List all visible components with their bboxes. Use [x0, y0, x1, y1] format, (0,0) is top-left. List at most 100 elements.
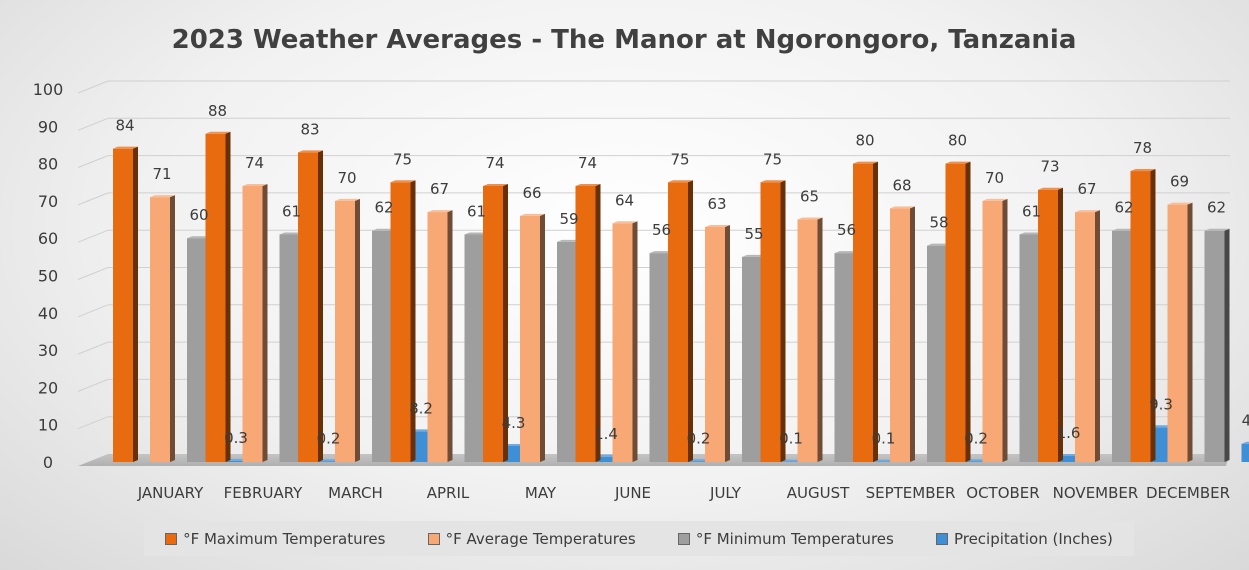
bar-side [262, 183, 268, 463]
gridline-diag [77, 229, 109, 243]
bar-front [668, 182, 688, 462]
y-tick-label: 40 [38, 304, 58, 323]
bar-front [224, 460, 244, 462]
bar-top [1130, 169, 1156, 172]
bar-front [686, 461, 707, 462]
data-label: 80 [948, 132, 967, 150]
data-label: 75 [763, 150, 782, 168]
bar-front [1112, 230, 1132, 462]
gridline-diag [77, 304, 109, 318]
bar-front [298, 152, 318, 462]
bar [1038, 187, 1063, 462]
legend-swatch [165, 532, 178, 545]
data-label: 67 [430, 180, 449, 198]
legend-item: °F Minimum Temperatures [677, 529, 894, 548]
y-tick-label: 20 [38, 378, 58, 397]
bar-top [760, 180, 786, 183]
legend-label: °F Minimum Temperatures [695, 529, 894, 548]
data-label: 69 [1170, 173, 1189, 191]
bar-top [575, 183, 601, 186]
bar-side [540, 213, 545, 462]
bar-front [834, 253, 855, 462]
labels-layer: 0 10 20 30 40 50 60 70 80 90 100 84 71 60 0.3 JANUARY 88… [33, 80, 1249, 502]
data-label: 63 [707, 195, 726, 213]
bar-front [372, 230, 392, 462]
gridline-diag [77, 341, 109, 355]
x-category-label: FEBRUARY [224, 484, 304, 502]
bar-side [447, 210, 453, 462]
y-tick-label: 50 [38, 267, 58, 286]
data-label: 4.3 [502, 414, 526, 432]
bars-layer [113, 131, 1249, 463]
bar-side [780, 180, 786, 462]
bar [890, 206, 915, 462]
bar-top [945, 161, 971, 164]
gridline-diag [77, 117, 109, 131]
bar-top [427, 210, 453, 213]
y-tick-label: 100 [33, 80, 64, 99]
legend-label: °F Average Temperatures [445, 529, 636, 548]
y-tick-label: 60 [38, 229, 58, 248]
data-label: 65 [800, 188, 819, 206]
x-category-label: MAY [525, 484, 557, 502]
bar-front [242, 185, 263, 463]
bar-top [705, 225, 730, 228]
bar-front [113, 148, 133, 462]
bar-front [557, 241, 577, 462]
data-label: 61 [282, 202, 301, 220]
bar [1167, 202, 1193, 462]
bar-front [150, 197, 170, 463]
bar-front [705, 227, 725, 462]
data-label: 80 [855, 132, 874, 150]
bar-front [316, 461, 337, 462]
data-label: 59 [559, 210, 578, 228]
bar-top [853, 161, 878, 164]
bar [575, 183, 601, 463]
data-label: 74 [245, 154, 264, 172]
bar-side [632, 221, 638, 462]
data-label: 74 [485, 154, 504, 172]
data-label: 58 [929, 214, 948, 232]
x-category-label: MARCH [328, 484, 383, 502]
data-label: 78 [1133, 139, 1152, 157]
bar-front [649, 253, 670, 462]
data-label: 70 [985, 169, 1004, 187]
bar [760, 180, 786, 462]
bar-top [335, 198, 360, 201]
x-category-label: NOVEMBER [1053, 484, 1139, 502]
bar [298, 150, 323, 462]
bar-top [1075, 210, 1100, 213]
bar-top [1038, 187, 1063, 190]
bar-side [910, 206, 915, 462]
legend-swatch [677, 532, 690, 545]
x-category-label: JUNE [614, 484, 651, 502]
data-label: 73 [1040, 158, 1059, 176]
bar-side [817, 217, 823, 462]
gridline-diag [77, 378, 109, 392]
bar-side [503, 183, 508, 463]
bar-front [612, 223, 633, 462]
bar [150, 195, 175, 463]
bar-top [242, 183, 268, 186]
chart-title: 2023 Weather Averages - The Manor at Ngo… [172, 25, 1077, 55]
data-label: 9.3 [1149, 395, 1173, 413]
bar-front [797, 219, 818, 462]
bar-top [982, 198, 1008, 201]
bar [1204, 228, 1230, 462]
bar-top [205, 131, 231, 134]
data-label: 71 [152, 165, 171, 183]
bar-top [612, 221, 638, 224]
data-label: 8.2 [409, 399, 433, 417]
data-label: 74 [578, 154, 597, 172]
y-tick-label: 10 [38, 416, 58, 435]
bar-front [187, 238, 207, 462]
bar-top [1241, 441, 1249, 444]
bar-top [668, 180, 693, 183]
bar-front [483, 185, 503, 463]
bar [390, 180, 416, 462]
bar-top [483, 183, 508, 186]
bar-side [1224, 228, 1230, 462]
y-tick-label: 30 [38, 341, 58, 360]
data-label: 0.1 [779, 430, 803, 448]
